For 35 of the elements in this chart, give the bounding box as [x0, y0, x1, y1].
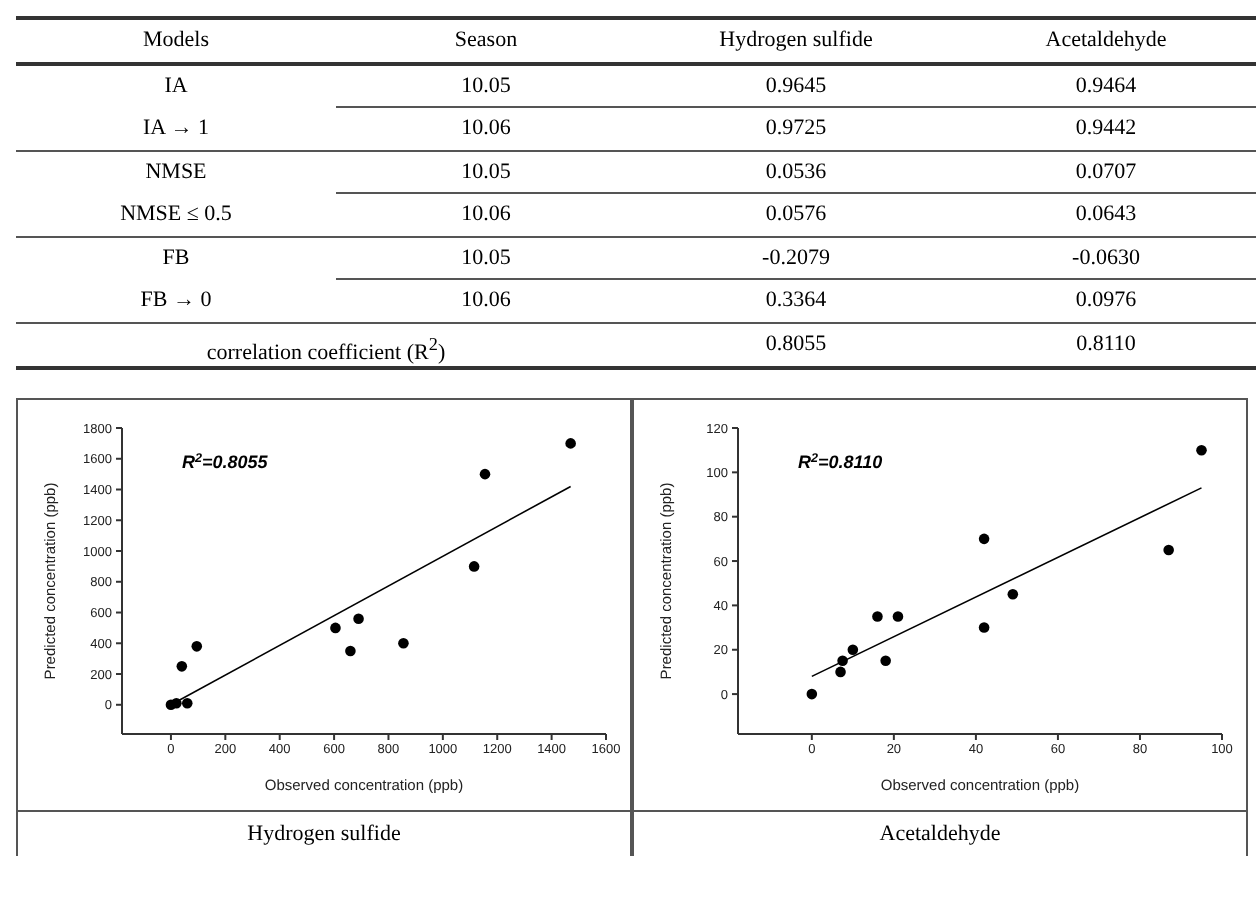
text: 10.05 — [336, 238, 636, 280]
text: 0.0707 — [956, 152, 1256, 194]
text: Hydrogen sulfide — [18, 810, 630, 856]
text: Models — [141, 26, 211, 56]
text: IA — [162, 72, 190, 102]
text: NMSE — [143, 158, 209, 188]
text: 0.9442 — [1073, 114, 1139, 144]
text: 0.9725 — [763, 114, 829, 144]
text: Acetaldehyde — [1043, 26, 1169, 56]
text: 10.06 — [459, 114, 513, 144]
text: 0.8110 — [1074, 330, 1138, 360]
text: Acetaldehyde — [634, 810, 1246, 856]
text: IA → 1 — [141, 114, 211, 144]
text: 0.9464 — [956, 66, 1256, 108]
annotation: R$^{2}$=0.8055 — [182, 451, 270, 472]
text: 0.0976 — [1073, 286, 1139, 316]
text: 0.9645 — [636, 66, 956, 108]
text: -0.0630 — [956, 238, 1256, 280]
text: 10.06 — [459, 200, 513, 230]
text: 0.0576 — [763, 200, 829, 230]
text: -0.2079 — [636, 238, 956, 280]
text: 0.0536 — [636, 152, 956, 194]
text: correlation coefficient (R$^{2}$) — [204, 332, 448, 366]
text: Season — [452, 26, 520, 56]
text: NMSE ≤ 0.5 — [118, 200, 234, 230]
text: 0.0643 — [1073, 200, 1139, 230]
text: 10.05 — [336, 66, 636, 108]
annotation: R$^{2}$=0.8110 — [798, 451, 883, 472]
text: FB → 0 — [138, 286, 214, 316]
text: 10.05 — [336, 152, 636, 194]
text: 0.8055 — [763, 330, 829, 360]
text: Hydrogen sulfide — [717, 26, 875, 56]
text: FB — [160, 244, 192, 274]
text: 0.3364 — [763, 286, 829, 316]
text: 10.06 — [459, 286, 513, 316]
